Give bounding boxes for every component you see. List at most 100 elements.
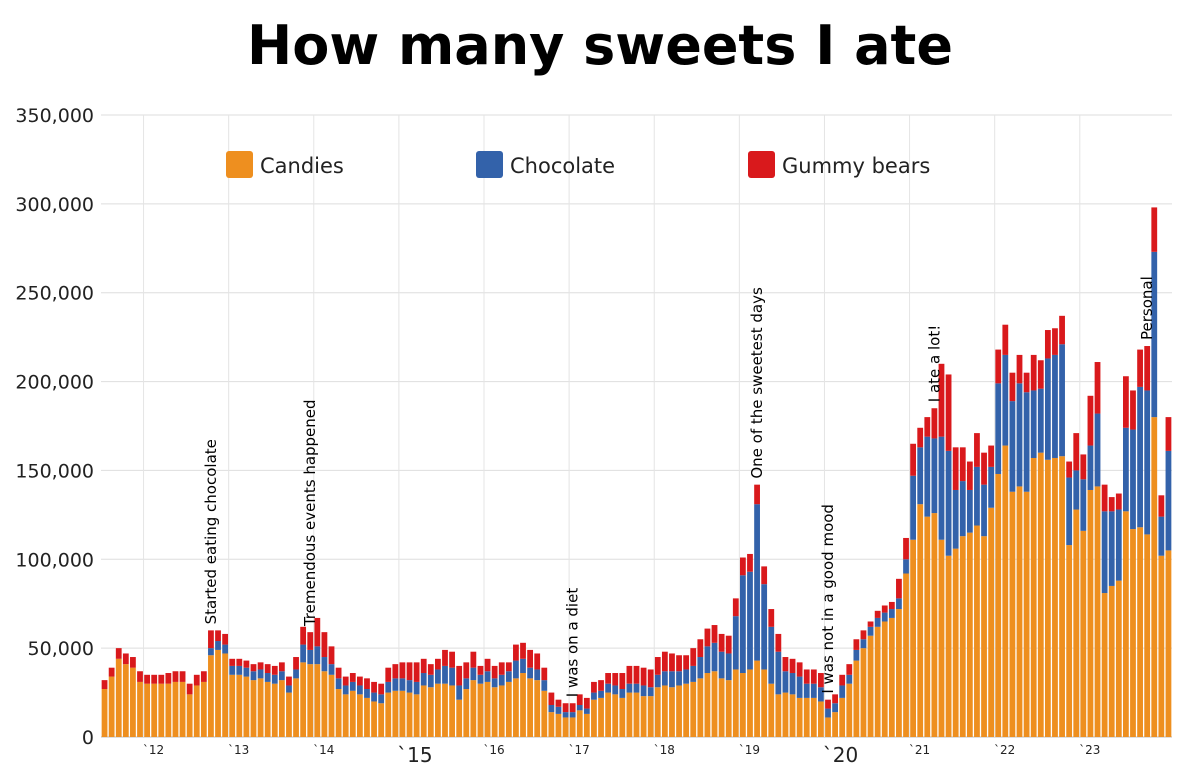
bar-candies <box>250 680 257 737</box>
bar-candies <box>364 697 370 737</box>
bar-chocolate <box>278 671 285 681</box>
bar-gummy-bears <box>818 673 824 688</box>
bar-chocolate <box>1066 477 1073 546</box>
bar-chocolate <box>442 665 448 684</box>
bar-chocolate <box>477 674 484 684</box>
bar-gummy-bears <box>640 667 647 686</box>
legend-item-gummy-bears[interactable]: Gummy bears <box>748 151 930 178</box>
bar-chocolate <box>661 671 668 686</box>
bar-chocolate <box>1030 390 1037 458</box>
bar-chocolate <box>562 712 569 718</box>
bar-candies <box>229 674 236 737</box>
bar-chocolate <box>349 681 356 691</box>
bar-candies <box>810 697 817 737</box>
bar-gummy-bears <box>321 632 328 658</box>
bar-gummy-bears <box>1073 433 1080 471</box>
bar-candies <box>179 681 186 737</box>
bar-chocolate <box>938 436 945 540</box>
bar-gummy-bears <box>810 669 817 684</box>
bar-chocolate <box>945 450 952 556</box>
bar-candies <box>321 671 328 737</box>
legend[interactable]: Candies Chocolate Gummy bears <box>226 151 930 178</box>
bar-gummy-bears <box>995 349 1002 384</box>
bar-candies <box>633 692 640 737</box>
bar-chocolate <box>208 648 214 656</box>
bar-candies <box>796 697 803 737</box>
x-tick-label: `14 <box>313 743 334 757</box>
bar-candies <box>903 573 909 737</box>
bar-chocolate <box>917 447 924 505</box>
bar-chocolate <box>903 559 909 574</box>
bar-chocolate <box>924 436 931 517</box>
bar-gummy-bears <box>591 681 597 693</box>
bar-gummy-bears <box>1052 328 1058 355</box>
bar-gummy-bears <box>122 653 129 665</box>
bar-chocolate <box>725 653 732 681</box>
bar-gummy-bears <box>966 461 973 490</box>
bar-chocolate <box>1130 429 1136 530</box>
bar-candies <box>761 669 768 737</box>
bar-gummy-bears <box>747 553 753 572</box>
bar-candies <box>598 697 604 737</box>
bar-chocolate <box>952 489 959 549</box>
bar-candies <box>463 689 470 737</box>
legend-item-chocolate[interactable]: Chocolate <box>476 151 615 178</box>
bar-chocolate <box>619 689 626 698</box>
bar-chocolate <box>293 669 299 679</box>
bar-gummy-bears <box>158 674 165 684</box>
bar-gummy-bears <box>1087 395 1094 446</box>
bar-candies <box>335 689 342 737</box>
bar-chocolate <box>612 685 619 695</box>
annotation-label: I ate a lot! <box>925 325 943 402</box>
bar-candies <box>307 664 314 737</box>
bar-candies <box>385 692 392 737</box>
bar-gummy-bears <box>690 648 697 666</box>
bar-gummy-bears <box>1115 493 1122 510</box>
x-tick-label: `18 <box>654 743 675 757</box>
bar-candies <box>583 713 590 737</box>
bar-chocolate <box>1151 251 1158 418</box>
bar-chocolate <box>264 673 271 682</box>
bar-chocolate <box>555 706 562 714</box>
bar-candies <box>931 513 938 737</box>
bar-chocolate <box>1123 427 1129 512</box>
bar-gummy-bears <box>924 417 931 437</box>
bar-chocolate <box>222 644 229 654</box>
bar-candies <box>442 683 448 737</box>
bar-chocolate <box>633 683 640 693</box>
bar-chocolate <box>364 689 370 698</box>
bar-gummy-bears <box>825 699 831 709</box>
y-tick-label: 250,000 <box>15 283 94 305</box>
bar-chocolate <box>257 669 264 679</box>
bar-candies <box>896 609 902 737</box>
y-axis: 0 50,000 100,000 150,000 200,000 250,000 300,0… <box>15 105 94 749</box>
bar-chocolate <box>236 665 243 675</box>
bar-chocolate <box>1144 390 1151 535</box>
bar-chocolate <box>974 466 980 526</box>
y-tick-label: 100,000 <box>15 549 94 571</box>
bar-candies <box>888 617 895 737</box>
bar-candies <box>739 673 746 737</box>
bar-gummy-bears <box>115 648 122 659</box>
bar-candies <box>1037 452 1044 737</box>
bar-gummy-bears <box>378 683 385 695</box>
bar-candies <box>818 701 824 737</box>
legend-item-candies[interactable]: Candies <box>226 151 344 178</box>
bar-chocolate <box>959 481 966 537</box>
bar-gummy-bears <box>534 653 541 670</box>
bar-candies <box>917 504 924 737</box>
x-tick-label: `21 <box>909 743 930 757</box>
bar-candies <box>881 621 888 737</box>
bar-gummy-bears <box>505 662 512 672</box>
bar-gummy-bears <box>1023 372 1030 393</box>
y-tick-label: 200,000 <box>15 372 94 394</box>
bar-candies <box>392 690 399 737</box>
bar-candies <box>371 701 377 737</box>
bar-gummy-bears <box>1144 346 1151 391</box>
bar-chocolate <box>1037 388 1044 453</box>
bar-chocolate <box>1023 392 1030 492</box>
bar-gummy-bears <box>626 665 633 684</box>
bar-candies <box>1094 486 1101 737</box>
bar-gummy-bears <box>307 632 314 650</box>
bar-candies <box>527 678 533 737</box>
